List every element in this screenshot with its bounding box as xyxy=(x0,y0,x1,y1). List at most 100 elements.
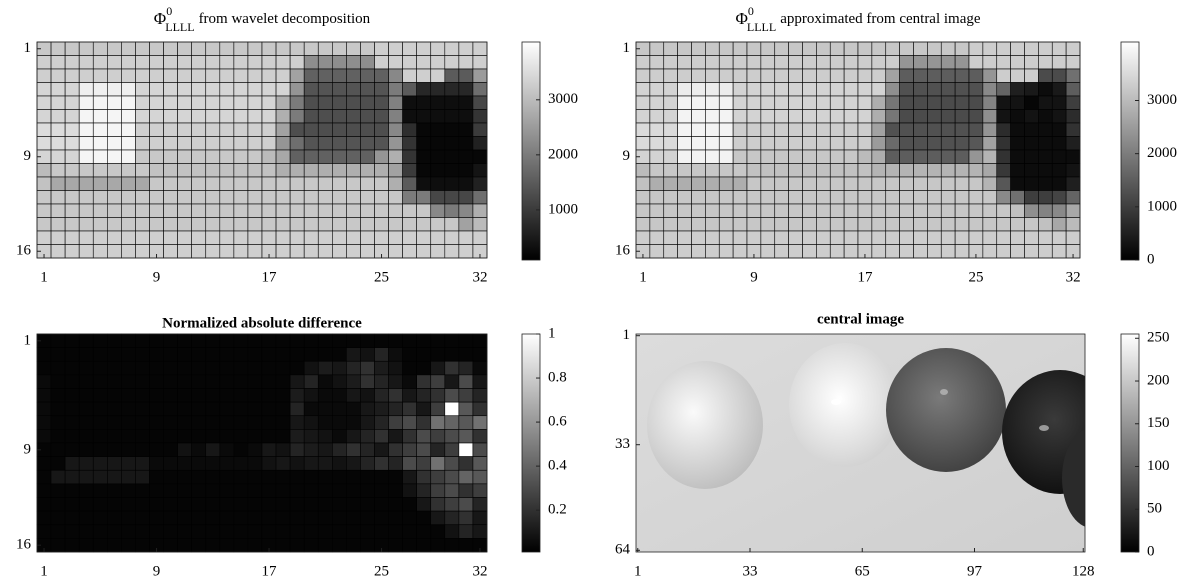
heat-cell xyxy=(649,82,665,97)
heat-cell xyxy=(149,333,164,348)
heat-cell xyxy=(416,415,432,430)
heat-cell xyxy=(472,469,488,485)
heat-cell xyxy=(360,401,375,417)
heat-cell xyxy=(732,41,748,56)
heat-cell xyxy=(816,176,831,191)
heat-cell xyxy=(303,203,319,218)
heat-cell xyxy=(885,149,900,164)
heat-cell xyxy=(247,401,263,417)
heat-cell xyxy=(121,360,136,376)
heat-cell xyxy=(205,68,221,83)
heat-cell xyxy=(1051,176,1067,191)
heat-cell xyxy=(163,95,178,110)
heat-cell xyxy=(261,55,277,70)
heat-cell xyxy=(191,442,207,457)
heat-cell xyxy=(149,176,164,191)
heat-cell xyxy=(388,136,403,151)
heat-cell xyxy=(219,136,235,151)
heat-cell xyxy=(705,176,720,191)
heat-cell xyxy=(913,163,928,178)
heat-cell xyxy=(346,510,361,526)
x-tick-label: 25 xyxy=(374,563,389,579)
heat-cell xyxy=(275,217,291,232)
heat-cell xyxy=(843,217,859,232)
heat-cell xyxy=(177,347,192,362)
heat-cell xyxy=(954,217,970,232)
heat-cell xyxy=(247,190,263,205)
heat-cell xyxy=(663,163,678,178)
heat-cell xyxy=(430,538,446,553)
heat-cell xyxy=(233,510,249,526)
heat-cell xyxy=(788,217,803,232)
heat-cell xyxy=(1024,122,1039,137)
heat-cell xyxy=(360,374,375,389)
heat-cell xyxy=(746,55,762,70)
heat-cell xyxy=(374,510,389,526)
heat-cell xyxy=(289,149,305,164)
heat-cell xyxy=(458,244,474,259)
heat-cell xyxy=(374,109,389,124)
heat-cell xyxy=(871,41,887,56)
x-tick-label: 17 xyxy=(857,269,873,285)
heat-cell xyxy=(50,347,66,362)
heat-cell xyxy=(788,163,803,178)
heat-cell xyxy=(718,82,734,97)
heat-cell xyxy=(760,41,776,56)
heat-cell xyxy=(303,388,319,403)
heat-cell xyxy=(1024,163,1039,178)
heat-cell xyxy=(275,55,291,70)
colorbar-tick-label: 2000 xyxy=(1147,145,1177,161)
heat-cell xyxy=(885,95,900,110)
heat-cell xyxy=(829,163,845,178)
heat-cell xyxy=(691,163,706,178)
heat-cell xyxy=(50,217,66,232)
heat-cell xyxy=(346,483,361,498)
heat-cell xyxy=(760,109,776,124)
heat-cell xyxy=(649,95,665,110)
heat-cell xyxy=(346,68,361,83)
heat-cell xyxy=(177,374,192,389)
heat-cell xyxy=(64,55,80,70)
heat-cell xyxy=(774,136,789,151)
heat-cell xyxy=(50,538,66,553)
heat-cell xyxy=(121,41,136,56)
heat-cell xyxy=(1065,68,1081,83)
heat-cell xyxy=(788,109,803,124)
heat-cell xyxy=(444,538,460,553)
heat-cell xyxy=(360,333,375,348)
heat-cell xyxy=(913,244,928,259)
heat-cell xyxy=(1024,176,1039,191)
heat-cell xyxy=(78,68,94,83)
heat-cell xyxy=(36,136,52,151)
heat-cell xyxy=(1010,244,1025,259)
heat-cell xyxy=(416,95,432,110)
heat-cell xyxy=(816,68,831,83)
heat-cell xyxy=(191,538,207,553)
heat-cell xyxy=(1038,149,1053,164)
heat-cell xyxy=(774,203,789,218)
heat-cell xyxy=(261,442,277,457)
heat-cell xyxy=(954,82,970,97)
heat-cell xyxy=(885,136,900,151)
heat-cell xyxy=(843,163,859,178)
heat-cell xyxy=(191,524,207,539)
heat-cell xyxy=(247,203,263,218)
heat-cell xyxy=(871,55,887,70)
heat-cell xyxy=(871,149,887,164)
heat-cell xyxy=(346,469,361,485)
heat-cell xyxy=(927,203,942,218)
heat-cell xyxy=(247,442,263,457)
heat-cell xyxy=(982,163,998,178)
heat-cell xyxy=(691,122,706,137)
heat-cell xyxy=(388,374,403,389)
heat-cell xyxy=(746,230,762,245)
x-tick-label: 17 xyxy=(262,563,278,579)
heat-cell xyxy=(677,68,692,83)
heat-cell xyxy=(346,360,361,376)
heat-cell xyxy=(107,176,122,191)
heat-cell xyxy=(677,217,692,232)
heat-cell xyxy=(899,82,914,97)
heat-cell xyxy=(718,109,734,124)
colorbar-tick-label: 0 xyxy=(1147,251,1155,267)
heat-cell xyxy=(788,122,803,137)
